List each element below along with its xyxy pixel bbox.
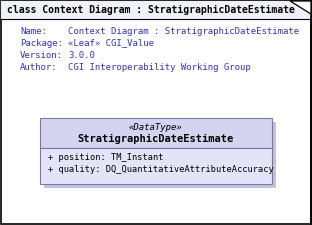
- Text: «Leaf» CGI_Value: «Leaf» CGI_Value: [68, 38, 154, 47]
- Polygon shape: [290, 1, 311, 14]
- Text: 3.0.0: 3.0.0: [68, 50, 95, 59]
- Bar: [1, 1, 311, 19]
- Bar: [44, 122, 276, 188]
- Text: Package:: Package:: [20, 38, 63, 47]
- Text: + quality: DQ_QuantitativeAttributeAccuracy: + quality: DQ_QuantitativeAttributeAccur…: [48, 166, 274, 175]
- Text: Name:: Name:: [20, 27, 47, 36]
- Text: Context Diagram : StratigraphicDateEstimate: Context Diagram : StratigraphicDateEstim…: [68, 27, 299, 36]
- Text: CGI Interoperability Working Group: CGI Interoperability Working Group: [68, 63, 251, 72]
- Bar: [40, 118, 272, 148]
- Bar: [40, 148, 272, 184]
- Text: «DataType»: «DataType»: [129, 122, 183, 131]
- Text: class Context Diagram : StratigraphicDateEstimate: class Context Diagram : StratigraphicDat…: [7, 5, 295, 15]
- Text: Version:: Version:: [20, 50, 63, 59]
- Text: + position: TM_Instant: + position: TM_Instant: [48, 153, 163, 162]
- Text: StratigraphicDateEstimate: StratigraphicDateEstimate: [78, 134, 234, 144]
- Text: Author:: Author:: [20, 63, 58, 72]
